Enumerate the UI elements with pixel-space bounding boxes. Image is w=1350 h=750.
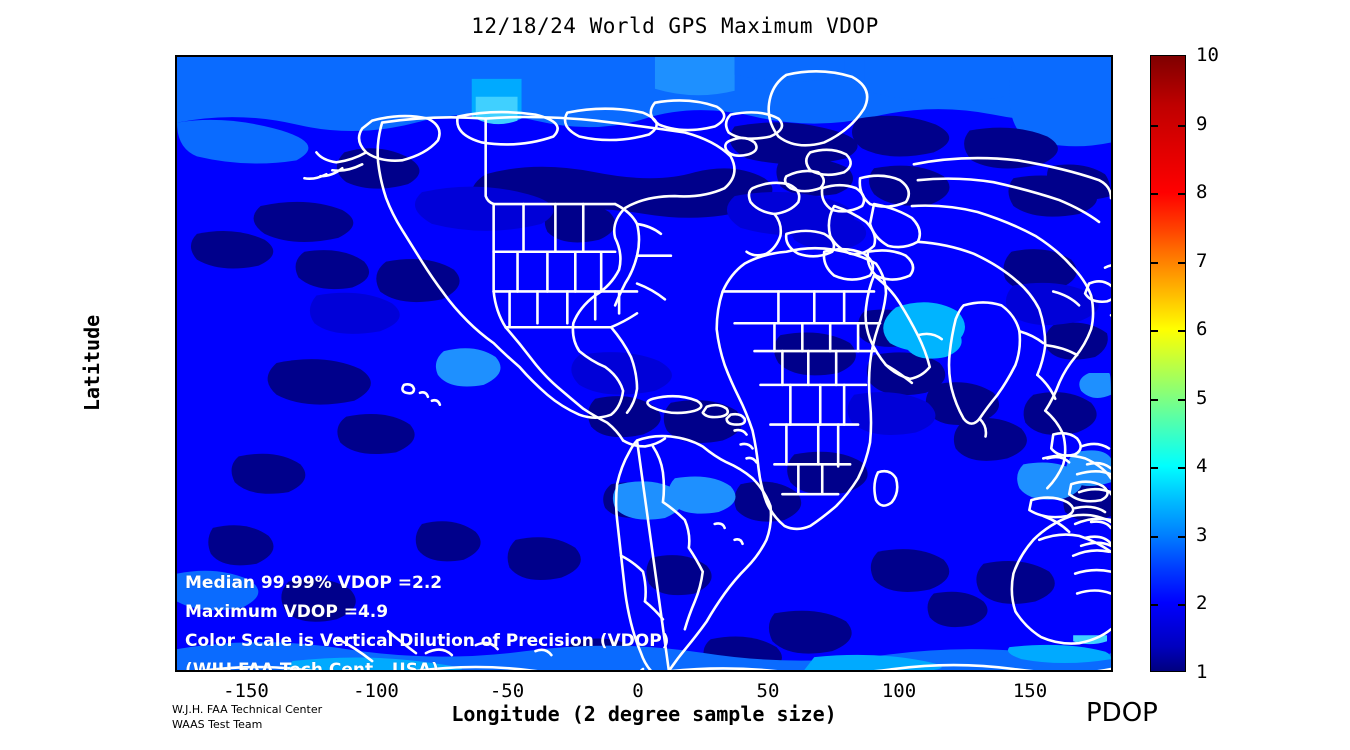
- colorbar-label: 6: [1196, 318, 1208, 341]
- jet-colormap-gradient: [1151, 56, 1185, 671]
- colorbar-tick: [1178, 193, 1185, 195]
- colorbar-tick: [1178, 604, 1185, 607]
- colorbar-tick: [1178, 330, 1185, 333]
- vdop-heatmap: [177, 57, 1111, 670]
- colorbar-tick: [1178, 535, 1185, 538]
- vdop-field: [177, 57, 1111, 670]
- colorbar-label: 8: [1196, 181, 1208, 203]
- x-tick: -150: [223, 680, 269, 702]
- x-tick: 0: [632, 680, 644, 702]
- map-plot-area[interactable]: Median 99.99% VDOP =2.2 Maximum VDOP =4.…: [175, 55, 1113, 672]
- x-tick: -50: [489, 680, 525, 702]
- colorbar-gradient-box: [1150, 55, 1186, 672]
- footer-credit: W.J.H. FAA Technical Center WAAS Test Te…: [172, 702, 322, 732]
- colorbar[interactable]: 10 9 8 7 6 5 4 3 2 1: [1150, 44, 1219, 683]
- colorbar-label: 1: [1196, 661, 1208, 683]
- y-axis-title: Latitude: [80, 314, 104, 412]
- colorbar-tick: [1151, 124, 1158, 127]
- colorbar-label: 7: [1196, 249, 1208, 272]
- colorbar-tick: [1151, 193, 1158, 195]
- footer-line-1: W.J.H. FAA Technical Center: [172, 703, 323, 716]
- colorbar-label: 4: [1196, 455, 1208, 478]
- colorbar-label: 9: [1196, 112, 1208, 135]
- x-tick: 150: [1012, 680, 1048, 702]
- colorbar-tick: [1178, 398, 1185, 401]
- x-axis-title: Longitude (2 degree sample size): [451, 702, 837, 726]
- colorbar-tick: [1178, 124, 1185, 127]
- colorbar-label: 3: [1196, 523, 1208, 546]
- colorbar-tick: [1151, 261, 1158, 264]
- coastlines: [198, 70, 1111, 670]
- colorbar-tick: [1151, 398, 1158, 401]
- colorbar-title: PDOP: [1086, 698, 1158, 728]
- colorbar-label: 5: [1196, 386, 1208, 409]
- colorbar-label: 10: [1196, 44, 1219, 66]
- x-tick: -100: [353, 680, 399, 702]
- x-tick: 50: [756, 680, 780, 702]
- colorbar-tick: [1151, 604, 1158, 607]
- footer-line-2: WAAS Test Team: [172, 718, 263, 731]
- colorbar-tick: [1151, 467, 1158, 470]
- colorbar-tick: [1178, 467, 1185, 470]
- colorbar-label: 2: [1196, 592, 1208, 615]
- colorbar-tick: [1178, 261, 1185, 264]
- x-tick: 100: [881, 680, 917, 702]
- colorbar-tick: [1151, 330, 1158, 333]
- page-title: 12/18/24 World GPS Maximum VDOP: [471, 14, 879, 38]
- colorbar-tick: [1151, 535, 1158, 538]
